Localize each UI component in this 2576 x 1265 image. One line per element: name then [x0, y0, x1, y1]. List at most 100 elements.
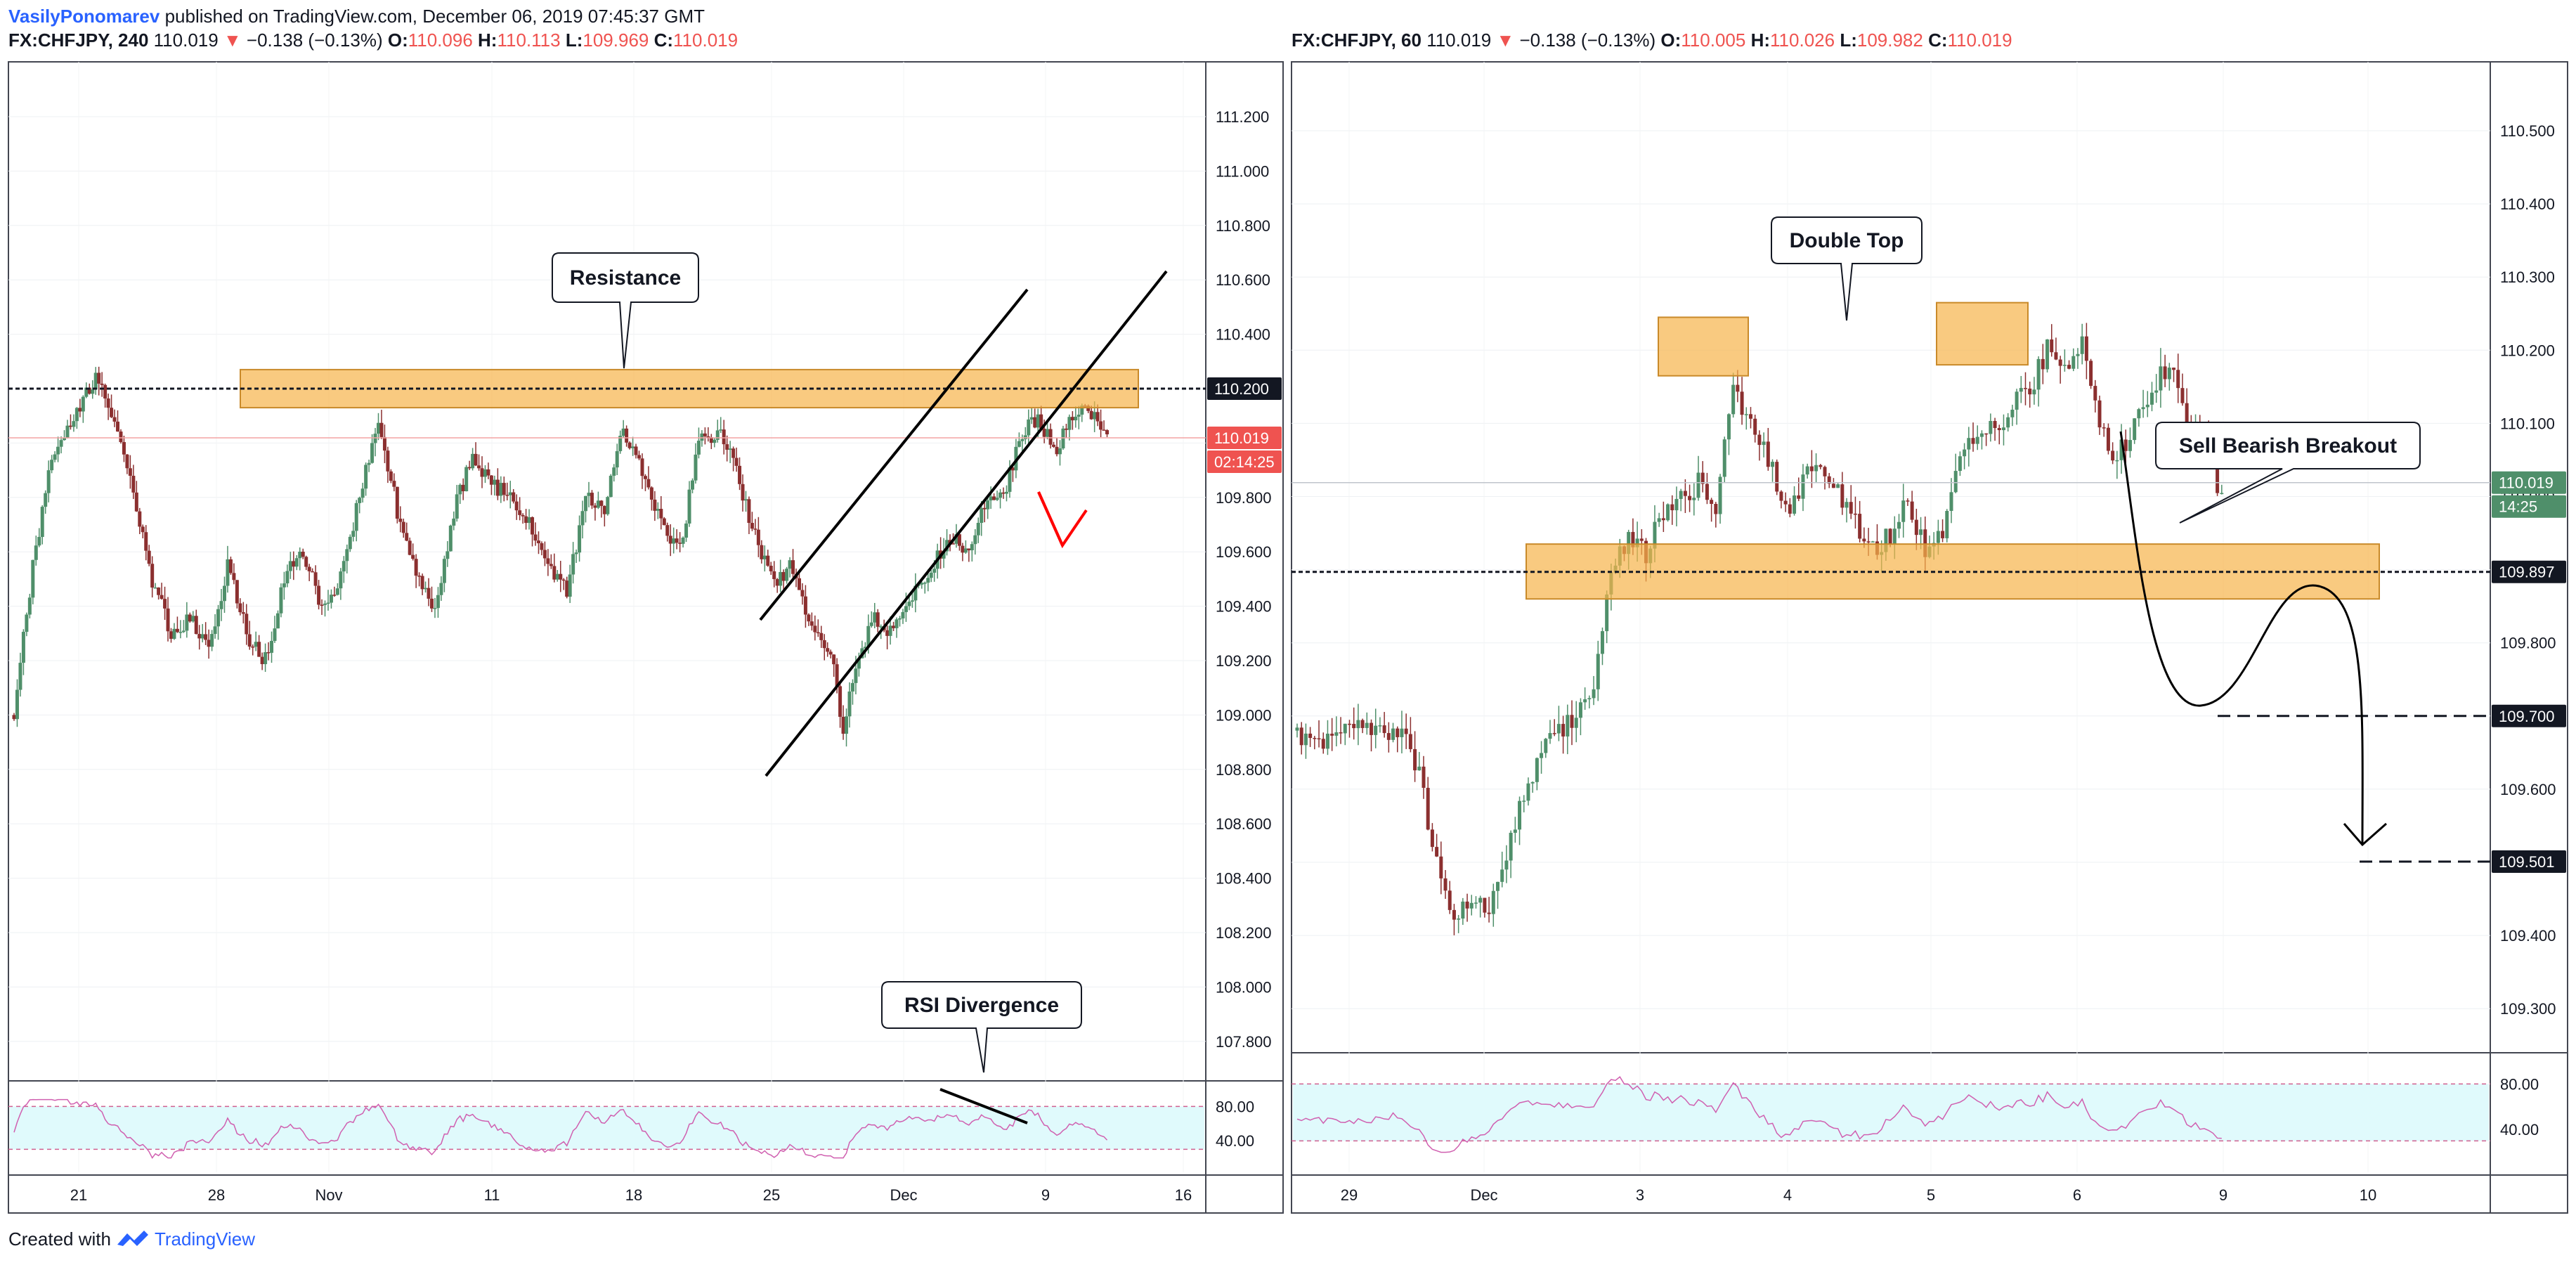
candle-body	[1919, 529, 1923, 536]
candle-body	[1070, 417, 1074, 421]
candle-body	[471, 453, 475, 469]
candle-body	[1374, 725, 1378, 735]
candle-body	[1783, 500, 1788, 505]
candle-body	[1461, 901, 1465, 919]
candle-body	[2062, 365, 2067, 366]
candle-body	[781, 571, 786, 581]
y-tick-label: 108.400	[1216, 870, 1272, 888]
candle-body	[521, 514, 525, 517]
candle-body	[213, 626, 217, 635]
candle-body	[549, 564, 553, 566]
candle-body	[1443, 878, 1448, 891]
y-tick-label: 110.300	[2500, 268, 2555, 286]
level-badge-bg	[1207, 377, 1282, 400]
y-tick-label: 110.200	[2500, 342, 2555, 359]
candle-body	[15, 689, 19, 720]
candle-body	[138, 511, 142, 527]
candle-body	[317, 585, 321, 605]
candle-body	[93, 372, 98, 390]
change-value: −0.138 (−0.13%)	[246, 30, 383, 51]
candle-body	[1386, 733, 1391, 740]
candle-body	[178, 632, 183, 633]
candle-body	[1736, 384, 1740, 392]
candle-body	[63, 437, 67, 441]
candle-body	[392, 481, 396, 487]
tradingview-link[interactable]: TradingView	[154, 1228, 256, 1250]
candle-body	[662, 518, 666, 526]
candle-body	[536, 540, 540, 543]
candle-body	[2154, 390, 2159, 393]
candle-body	[1095, 412, 1100, 422]
candle-body	[1858, 514, 1862, 539]
candle-body	[546, 558, 550, 564]
candle-body	[1089, 410, 1093, 420]
candle-body	[2045, 339, 2050, 370]
candle-body	[822, 640, 826, 649]
candle-body	[131, 475, 136, 493]
candle-body	[367, 462, 371, 465]
candle-body	[1518, 800, 1522, 830]
level-badge-3: 109.501	[2499, 853, 2555, 871]
candle-body	[1102, 429, 1106, 431]
candle-body	[514, 501, 519, 511]
y-tick-label: 109.800	[2500, 635, 2556, 652]
author-link[interactable]: VasilyPonomarev	[8, 6, 160, 27]
candle-body	[429, 598, 434, 609]
candle-body	[2050, 339, 2054, 353]
candle-body	[828, 651, 833, 655]
candle-body	[750, 523, 754, 529]
candle-body	[1801, 474, 1805, 499]
candle-body	[1666, 504, 1670, 521]
candle-body	[1718, 476, 1722, 514]
candle-body	[590, 493, 594, 506]
candle-body	[251, 647, 255, 648]
x-tick-label: 5	[1927, 1186, 1935, 1204]
candle-body	[1814, 465, 1819, 472]
candle-body	[68, 425, 72, 427]
candle-body	[238, 603, 242, 613]
candle-body	[1039, 414, 1043, 429]
candle-body	[954, 534, 958, 544]
candle-body	[512, 492, 516, 502]
candle-body	[1788, 504, 1792, 514]
candle-body	[1413, 748, 1417, 771]
candle-body	[926, 578, 930, 583]
close-value: 110.019	[1947, 30, 2012, 51]
sell-arrow-icon	[1037, 491, 1064, 546]
candle-body	[354, 502, 358, 531]
panel-frame	[8, 61, 1284, 1214]
candle-body	[1779, 491, 1783, 501]
candle-body	[2071, 356, 2076, 369]
candle-body	[1430, 829, 1434, 848]
candle-body	[1076, 415, 1081, 417]
candle-body	[1941, 531, 1945, 538]
candle-body	[207, 640, 211, 647]
candle-body	[116, 421, 120, 432]
candle-body	[2216, 465, 2220, 493]
symbol-label[interactable]: FX:CHFJPY, 60	[1292, 30, 1422, 51]
candle-body	[1526, 783, 1530, 801]
candle-body	[1744, 414, 1748, 415]
candle-body	[452, 518, 456, 526]
symbol-label[interactable]: FX:CHFJPY, 240	[8, 30, 149, 51]
candle-body	[119, 432, 123, 443]
candle-body	[621, 428, 625, 436]
candle-body	[762, 555, 767, 559]
candle-body	[1866, 541, 1871, 543]
candle-body	[892, 625, 896, 628]
y-tick-label: 110.800	[1216, 217, 1270, 235]
candle-body	[869, 622, 873, 626]
candle-body	[1509, 832, 1513, 861]
candle-body	[254, 642, 258, 647]
candle-body	[1722, 439, 1726, 477]
candle-body	[436, 595, 440, 609]
candle-body	[1797, 495, 1801, 499]
candle-body	[2172, 368, 2176, 370]
candle-body	[279, 587, 283, 614]
candle-body	[703, 433, 707, 436]
candle-body	[480, 468, 484, 477]
candle-body	[838, 686, 843, 717]
candle-body	[813, 625, 817, 632]
candle-body	[2119, 439, 2123, 460]
candle-body	[1910, 501, 1914, 520]
